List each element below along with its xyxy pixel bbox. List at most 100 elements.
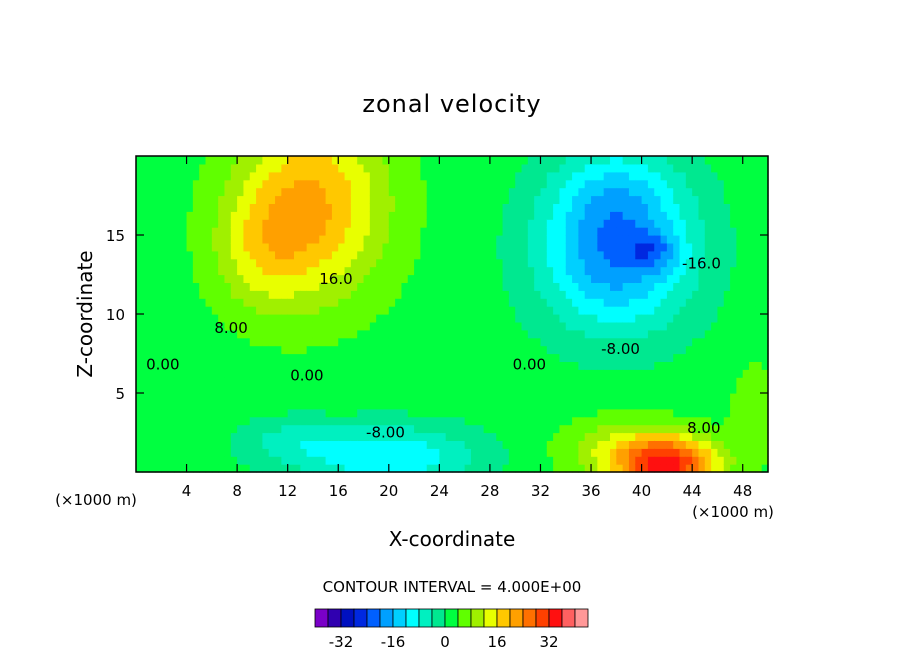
heatmap-cell [211,440,219,449]
heatmap-cell [369,195,377,204]
heatmap-cell [654,321,662,331]
heatmap-cell [508,171,516,181]
heatmap-cell [597,227,605,236]
heatmap-cell [344,456,352,465]
heatmap-cell [338,266,346,276]
heatmap-cell [331,361,339,370]
heatmap-cell [591,227,598,236]
heatmap-cell [433,250,440,260]
heatmap-cell [148,464,156,473]
heatmap-cell [749,211,756,220]
heatmap-cell [294,385,301,394]
heatmap-cell [736,345,744,355]
heatmap-cell [382,369,390,378]
heatmap-cell [603,306,611,315]
heatmap-cell [597,195,605,204]
heatmap-cell [635,400,643,410]
heatmap-cell [521,448,529,457]
heatmap-cell [736,227,744,236]
heatmap-cell [382,448,390,457]
heatmap-cell [452,456,459,465]
heatmap-cell [470,400,478,410]
heatmap-cell [666,306,674,315]
heatmap-cell [161,258,169,268]
colorbar-swatch [561,608,576,628]
heatmap-cell [502,456,510,465]
heatmap-cell [262,424,270,434]
heatmap-cell [211,329,219,339]
heatmap-cell [154,408,162,418]
heatmap-cell [414,385,421,394]
heatmap-cell [363,440,371,449]
heatmap-cell [572,242,579,252]
heatmap-cell [559,179,567,189]
heatmap-cell [591,314,598,323]
heatmap-cell [319,408,327,418]
heatmap-cell [628,274,636,283]
heatmap-cell [628,432,636,441]
heatmap-cell [464,282,472,291]
heatmap-cell [237,424,245,434]
heatmap-cell [325,203,333,212]
heatmap-cell [300,266,308,276]
heatmap-cell [439,211,447,220]
heatmap-cell [142,163,150,173]
heatmap-cell [136,353,143,362]
heatmap-cell [704,195,712,204]
heatmap-cell [679,250,687,260]
heatmap-cell [268,242,276,252]
heatmap-cell [199,400,207,410]
heatmap-cell [711,187,719,197]
heatmap-cell [376,282,384,291]
heatmap-cell [742,242,750,252]
heatmap-cell [521,353,529,362]
heatmap-cell [142,440,150,449]
heatmap-cell [496,353,504,362]
heatmap-cell [578,464,586,473]
heatmap-cell [521,408,529,418]
heatmap-cell [730,187,737,197]
heatmap-cell [546,329,554,339]
heatmap-cell [723,440,731,449]
heatmap-cell [224,337,232,347]
heatmap-cell [363,171,371,181]
heatmap-cell [572,290,579,299]
heatmap-cell [433,377,440,386]
heatmap-cell [489,211,497,220]
heatmap-cell [584,377,592,386]
heatmap-cell [673,432,681,441]
heatmap-cell [647,171,655,181]
heatmap-cell [458,329,466,339]
heatmap-cell [433,440,440,449]
heatmap-cell [755,179,763,189]
heatmap-cell [559,424,567,434]
heatmap-cell [224,329,232,339]
heatmap-cell [350,361,358,370]
heatmap-cell [521,337,529,347]
heatmap-cell [388,179,396,189]
heatmap-cell [641,416,649,426]
heatmap-cell [281,274,289,283]
heatmap-cell [256,187,263,197]
heatmap-cell [395,163,403,173]
heatmap-cell [597,456,605,465]
heatmap-cell [306,266,314,276]
heatmap-cell [591,156,598,165]
heatmap-cell [692,345,700,355]
heatmap-cell [192,448,200,457]
heatmap-cell [287,448,295,457]
colorbar-swatch [470,608,485,628]
heatmap-cell [268,424,276,434]
heatmap-cell [597,314,605,323]
heatmap-cell [344,203,352,212]
heatmap-cell [761,203,769,212]
heatmap-cell [344,416,352,426]
heatmap-cell [584,156,592,165]
heatmap-cell [388,432,396,441]
heatmap-cell [173,282,181,291]
heatmap-cell [736,408,744,418]
heatmap-cell [496,361,504,370]
heatmap-cell [338,235,346,244]
heatmap-cell [439,400,447,410]
heatmap-cell [692,282,700,291]
